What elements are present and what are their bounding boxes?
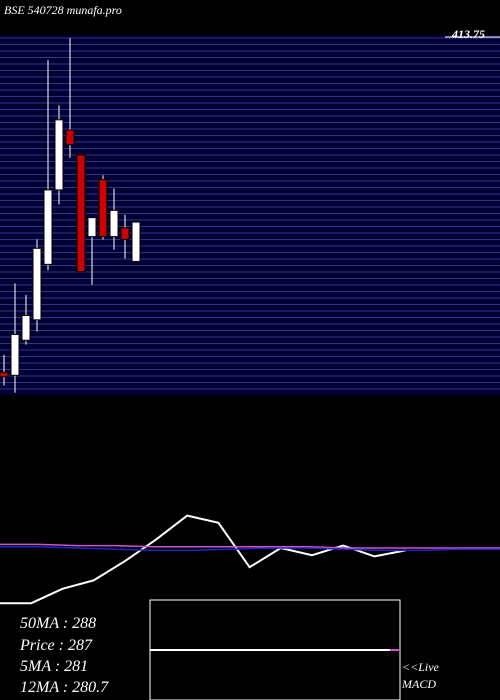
stat: 5MA : 281 — [20, 658, 88, 675]
stat: 50MA : 288 — [20, 615, 96, 632]
candle-body — [120, 227, 130, 241]
candle-body — [32, 247, 42, 321]
candle-body — [131, 221, 141, 262]
candle-body — [43, 189, 53, 265]
indicator-line — [0, 546, 500, 552]
candle-body — [65, 129, 75, 146]
price-panel — [0, 35, 500, 395]
candle-body — [98, 179, 108, 238]
candle-body — [87, 217, 97, 238]
candle-body — [54, 119, 64, 191]
live-label: <<Live — [402, 660, 440, 674]
candle-body — [76, 154, 86, 273]
stat: Price : 287 — [19, 637, 93, 654]
macd-label: MACD — [401, 677, 436, 691]
title: BSE 540728 munafa.pro — [4, 3, 122, 17]
indicator-line — [0, 543, 500, 549]
candle-body — [109, 209, 119, 238]
y-tick-label: 413.75 — [451, 27, 485, 41]
candle-body — [21, 314, 31, 341]
candle-body — [10, 333, 20, 376]
candle-body — [0, 371, 9, 378]
stat: 12MA : 280.7 — [20, 679, 109, 696]
